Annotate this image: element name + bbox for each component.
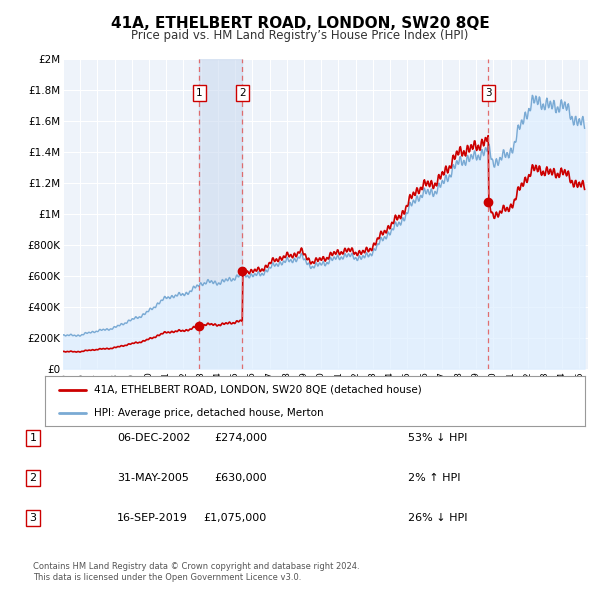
Text: 2% ↑ HPI: 2% ↑ HPI	[408, 473, 461, 483]
Text: £1,075,000: £1,075,000	[204, 513, 267, 523]
Text: 41A, ETHELBERT ROAD, LONDON, SW20 8QE: 41A, ETHELBERT ROAD, LONDON, SW20 8QE	[110, 16, 490, 31]
Text: 06-DEC-2002: 06-DEC-2002	[117, 433, 191, 442]
Text: Contains HM Land Registry data © Crown copyright and database right 2024.
This d: Contains HM Land Registry data © Crown c…	[33, 562, 359, 582]
Text: 1: 1	[29, 433, 37, 442]
Text: 3: 3	[485, 88, 491, 98]
Text: £274,000: £274,000	[214, 433, 267, 442]
Text: 1: 1	[196, 88, 203, 98]
Text: 26% ↓ HPI: 26% ↓ HPI	[408, 513, 467, 523]
Text: £630,000: £630,000	[214, 473, 267, 483]
Text: 2: 2	[239, 88, 245, 98]
Bar	[199, 59, 242, 369]
Text: 31-MAY-2005: 31-MAY-2005	[117, 473, 189, 483]
Text: 41A, ETHELBERT ROAD, LONDON, SW20 8QE (detached house): 41A, ETHELBERT ROAD, LONDON, SW20 8QE (d…	[94, 385, 421, 395]
Text: 3: 3	[29, 513, 37, 523]
Text: 16-SEP-2019: 16-SEP-2019	[117, 513, 188, 523]
Text: Price paid vs. HM Land Registry’s House Price Index (HPI): Price paid vs. HM Land Registry’s House …	[131, 29, 469, 42]
Text: 53% ↓ HPI: 53% ↓ HPI	[408, 433, 467, 442]
Text: HPI: Average price, detached house, Merton: HPI: Average price, detached house, Mert…	[94, 408, 323, 418]
Text: 2: 2	[29, 473, 37, 483]
